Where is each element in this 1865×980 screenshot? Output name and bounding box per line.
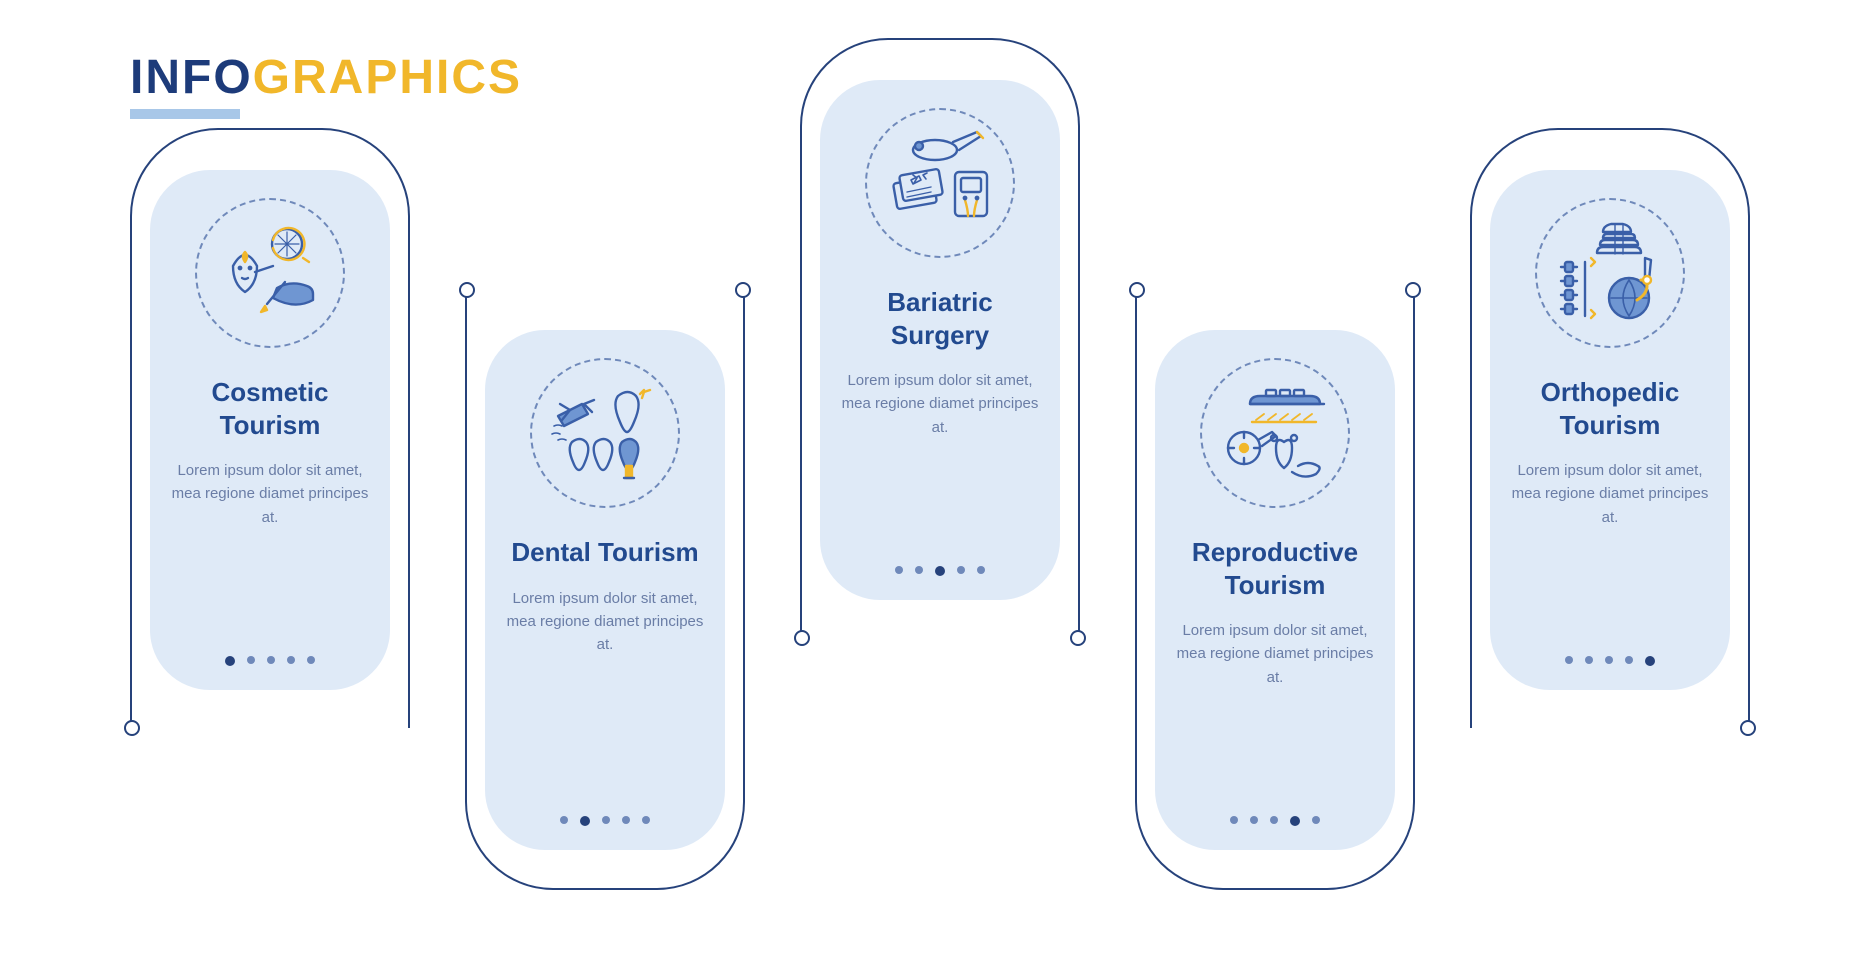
dot xyxy=(957,566,965,574)
dot xyxy=(247,656,255,664)
card-inner: Reproductive Tourism Lorem ipsum dolor si… xyxy=(1155,330,1395,850)
card-title: Orthopedic Tourism xyxy=(1510,376,1710,441)
dot xyxy=(1250,816,1258,824)
card-icon-circle xyxy=(530,358,680,508)
dot xyxy=(977,566,985,574)
dot xyxy=(287,656,295,664)
card-icon-circle xyxy=(1200,358,1350,508)
frame-endpoint xyxy=(124,720,140,736)
dot xyxy=(935,566,945,576)
dot xyxy=(1645,656,1655,666)
cards-row: Cosmetic Tourism Lorem ipsum dolor sit am… xyxy=(130,80,1750,850)
card-title: Bariatric Surgery xyxy=(840,286,1040,351)
frame-endpoint xyxy=(735,282,751,298)
dot xyxy=(1585,656,1593,664)
frame-endpoint xyxy=(1405,282,1421,298)
frame-endpoint xyxy=(1740,720,1756,736)
frame-endpoint xyxy=(459,282,475,298)
card-inner: Bariatric Surgery Lorem ipsum dolor sit a… xyxy=(820,80,1060,600)
card-dots xyxy=(1230,816,1320,826)
dot xyxy=(307,656,315,664)
card-title: Dental Tourism xyxy=(511,536,698,569)
card-dots xyxy=(895,566,985,576)
dot xyxy=(225,656,235,666)
card-title: Cosmetic Tourism xyxy=(170,376,370,441)
dot xyxy=(642,816,650,824)
card-3: Reproductive Tourism Lorem ipsum dolor si… xyxy=(1135,330,1415,850)
dot xyxy=(580,816,590,826)
dot xyxy=(895,566,903,574)
dot xyxy=(1270,816,1278,824)
card-icon-4 xyxy=(1555,218,1665,328)
card-inner: Cosmetic Tourism Lorem ipsum dolor sit am… xyxy=(150,170,390,690)
card-icon-circle xyxy=(195,198,345,348)
card-body-text: Lorem ipsum dolor sit amet, mea regione … xyxy=(1175,619,1375,806)
dot xyxy=(1230,816,1238,824)
dot xyxy=(1565,656,1573,664)
dot xyxy=(1312,816,1320,824)
card-inner: Dental Tourism Lorem ipsum dolor sit amet… xyxy=(485,330,725,850)
card-icon-0 xyxy=(215,218,325,328)
card-inner: Orthopedic Tourism Lorem ipsum dolor sit … xyxy=(1490,170,1730,690)
card-body-text: Lorem ipsum dolor sit amet, mea regione … xyxy=(840,369,1040,556)
frame-endpoint xyxy=(1070,630,1086,646)
dot xyxy=(622,816,630,824)
dot xyxy=(1625,656,1633,664)
card-icon-circle xyxy=(865,108,1015,258)
card-body-text: Lorem ipsum dolor sit amet, mea regione … xyxy=(170,459,370,646)
card-icon-2 xyxy=(885,128,995,238)
dot xyxy=(915,566,923,574)
dot xyxy=(1290,816,1300,826)
card-dots xyxy=(560,816,650,826)
card-dots xyxy=(225,656,315,666)
card-2: Bariatric Surgery Lorem ipsum dolor sit a… xyxy=(800,80,1080,600)
card-4: Orthopedic Tourism Lorem ipsum dolor sit … xyxy=(1470,170,1750,690)
card-title: Reproductive Tourism xyxy=(1175,536,1375,601)
dot xyxy=(267,656,275,664)
card-dots xyxy=(1565,656,1655,666)
card-0: Cosmetic Tourism Lorem ipsum dolor sit am… xyxy=(130,170,410,690)
card-body-text: Lorem ipsum dolor sit amet, mea regione … xyxy=(1510,459,1710,646)
card-icon-3 xyxy=(1220,378,1330,488)
card-icon-circle xyxy=(1535,198,1685,348)
dot xyxy=(602,816,610,824)
frame-endpoint xyxy=(1129,282,1145,298)
frame-endpoint xyxy=(794,630,810,646)
dot xyxy=(560,816,568,824)
card-1: Dental Tourism Lorem ipsum dolor sit amet… xyxy=(465,330,745,850)
card-icon-1 xyxy=(550,378,660,488)
card-body-text: Lorem ipsum dolor sit amet, mea regione … xyxy=(505,587,705,807)
dot xyxy=(1605,656,1613,664)
